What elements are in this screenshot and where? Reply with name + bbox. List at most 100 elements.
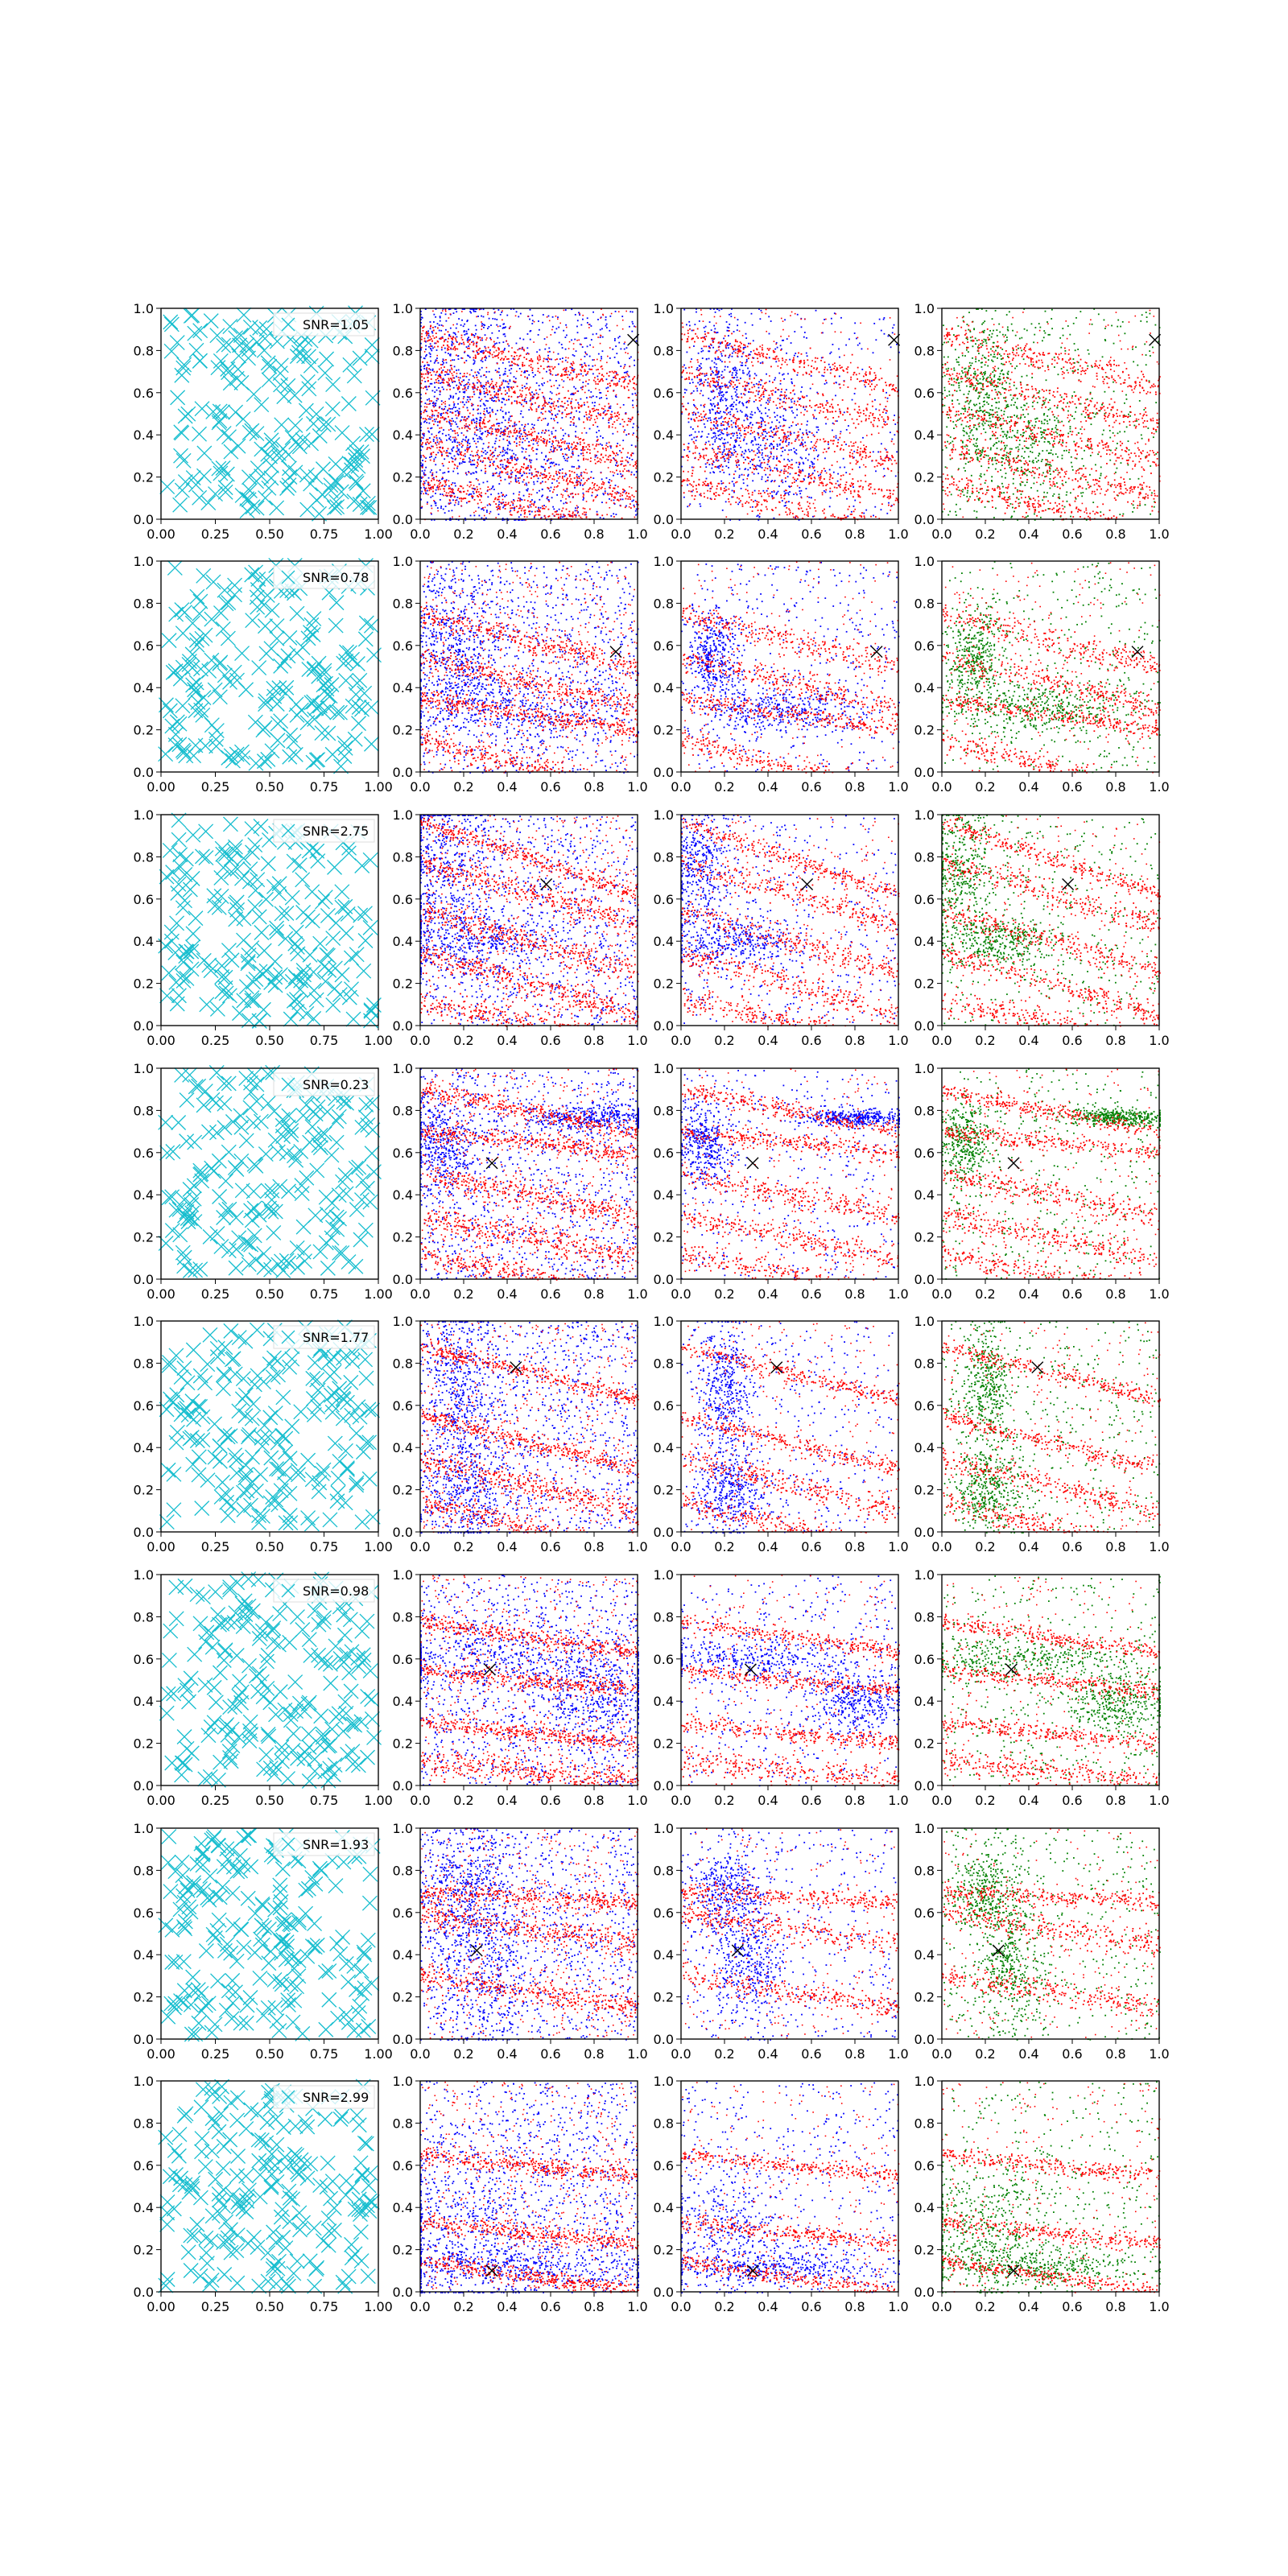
point-blue bbox=[515, 454, 517, 456]
point-blue bbox=[617, 337, 619, 339]
point-blue bbox=[502, 380, 504, 382]
point-blue bbox=[562, 357, 564, 359]
point-blue bbox=[483, 316, 485, 318]
point-blue bbox=[432, 369, 434, 371]
point-blue bbox=[539, 329, 540, 331]
legend-label: SNR=1.05 bbox=[303, 317, 369, 332]
point-blue bbox=[519, 337, 521, 339]
point-blue bbox=[483, 452, 485, 453]
point-blue bbox=[591, 471, 592, 473]
point-blue bbox=[503, 349, 505, 351]
point-blue bbox=[433, 439, 435, 440]
point-blue bbox=[430, 497, 431, 498]
point-blue bbox=[470, 493, 472, 495]
point-blue bbox=[624, 349, 625, 350]
x-tick-label: 0.00 bbox=[147, 526, 175, 542]
point-blue bbox=[533, 444, 535, 445]
point-blue bbox=[433, 440, 435, 442]
point-blue bbox=[575, 388, 576, 390]
point-blue bbox=[436, 489, 437, 491]
point-blue bbox=[444, 406, 446, 407]
point-blue bbox=[478, 397, 480, 398]
point-blue bbox=[444, 512, 446, 514]
point-blue bbox=[497, 423, 499, 424]
point-blue bbox=[575, 507, 576, 509]
point-blue bbox=[599, 398, 601, 399]
point-blue bbox=[486, 511, 488, 513]
point-blue bbox=[426, 422, 427, 423]
figure: SNR=1.050.00 0.25 0.50 0.75 1.000.00.20.40.6… bbox=[0, 0, 1288, 2576]
point-blue bbox=[483, 385, 485, 386]
point-blue bbox=[458, 502, 460, 503]
point-blue bbox=[429, 437, 431, 439]
point-blue bbox=[477, 382, 478, 384]
point-blue bbox=[533, 481, 535, 483]
y-tick-label: 0.2 bbox=[134, 470, 154, 485]
point-blue bbox=[562, 429, 564, 431]
point-blue bbox=[586, 397, 588, 398]
point-blue bbox=[483, 308, 485, 310]
point-blue bbox=[486, 371, 488, 373]
point-blue bbox=[559, 385, 560, 386]
point-blue bbox=[487, 505, 489, 506]
point-blue bbox=[496, 473, 497, 474]
point-blue bbox=[465, 384, 467, 386]
point-blue bbox=[551, 392, 553, 394]
point-blue bbox=[456, 393, 457, 394]
point-blue bbox=[492, 433, 493, 435]
point-blue bbox=[453, 403, 455, 405]
point-blue bbox=[582, 346, 584, 348]
point-blue bbox=[500, 314, 502, 316]
point-blue bbox=[584, 337, 586, 339]
point-blue bbox=[478, 507, 480, 509]
point-blue bbox=[452, 408, 453, 410]
point-blue bbox=[430, 321, 431, 323]
point-blue bbox=[465, 333, 467, 335]
point-blue bbox=[456, 328, 457, 329]
point-blue bbox=[592, 402, 593, 403]
point-blue bbox=[565, 336, 567, 338]
point-blue bbox=[481, 360, 482, 361]
point-blue bbox=[495, 369, 497, 371]
point-blue bbox=[556, 494, 558, 496]
point-blue bbox=[510, 373, 511, 374]
point-blue bbox=[499, 423, 501, 424]
point-blue bbox=[489, 349, 491, 351]
point-blue bbox=[587, 317, 588, 319]
point-blue bbox=[435, 361, 436, 362]
point-blue bbox=[499, 374, 501, 376]
point-blue bbox=[567, 443, 568, 444]
point-blue bbox=[500, 477, 502, 478]
point-blue bbox=[509, 369, 510, 371]
point-blue bbox=[613, 513, 614, 514]
point-blue bbox=[430, 361, 431, 362]
point-blue bbox=[452, 458, 454, 460]
point-blue bbox=[555, 328, 557, 329]
point-blue bbox=[601, 328, 603, 330]
point-blue bbox=[469, 457, 470, 459]
point-blue bbox=[600, 444, 601, 445]
point-blue bbox=[445, 435, 447, 436]
point-blue bbox=[526, 401, 527, 402]
point-blue bbox=[510, 415, 511, 417]
point-blue bbox=[505, 404, 506, 406]
subplot-r1-c1: SNR=1.050.00 0.25 0.50 0.75 1.000.00.20.40.6… bbox=[134, 301, 393, 542]
point-blue bbox=[634, 365, 635, 366]
point-blue bbox=[480, 382, 481, 384]
point-blue bbox=[594, 402, 596, 403]
point-blue bbox=[539, 349, 541, 351]
point-blue bbox=[501, 312, 502, 313]
point-blue bbox=[577, 402, 579, 404]
point-blue bbox=[430, 343, 431, 345]
point-blue bbox=[565, 453, 567, 455]
point-blue bbox=[524, 386, 526, 387]
point-blue bbox=[543, 467, 544, 469]
point-blue bbox=[486, 452, 488, 453]
point-blue bbox=[586, 354, 588, 356]
point-blue bbox=[505, 370, 506, 372]
point-blue bbox=[592, 477, 594, 479]
x-tick-label: 0.25 bbox=[201, 526, 230, 542]
point-blue bbox=[505, 452, 506, 454]
point-blue bbox=[505, 413, 506, 415]
point-blue bbox=[536, 453, 538, 455]
